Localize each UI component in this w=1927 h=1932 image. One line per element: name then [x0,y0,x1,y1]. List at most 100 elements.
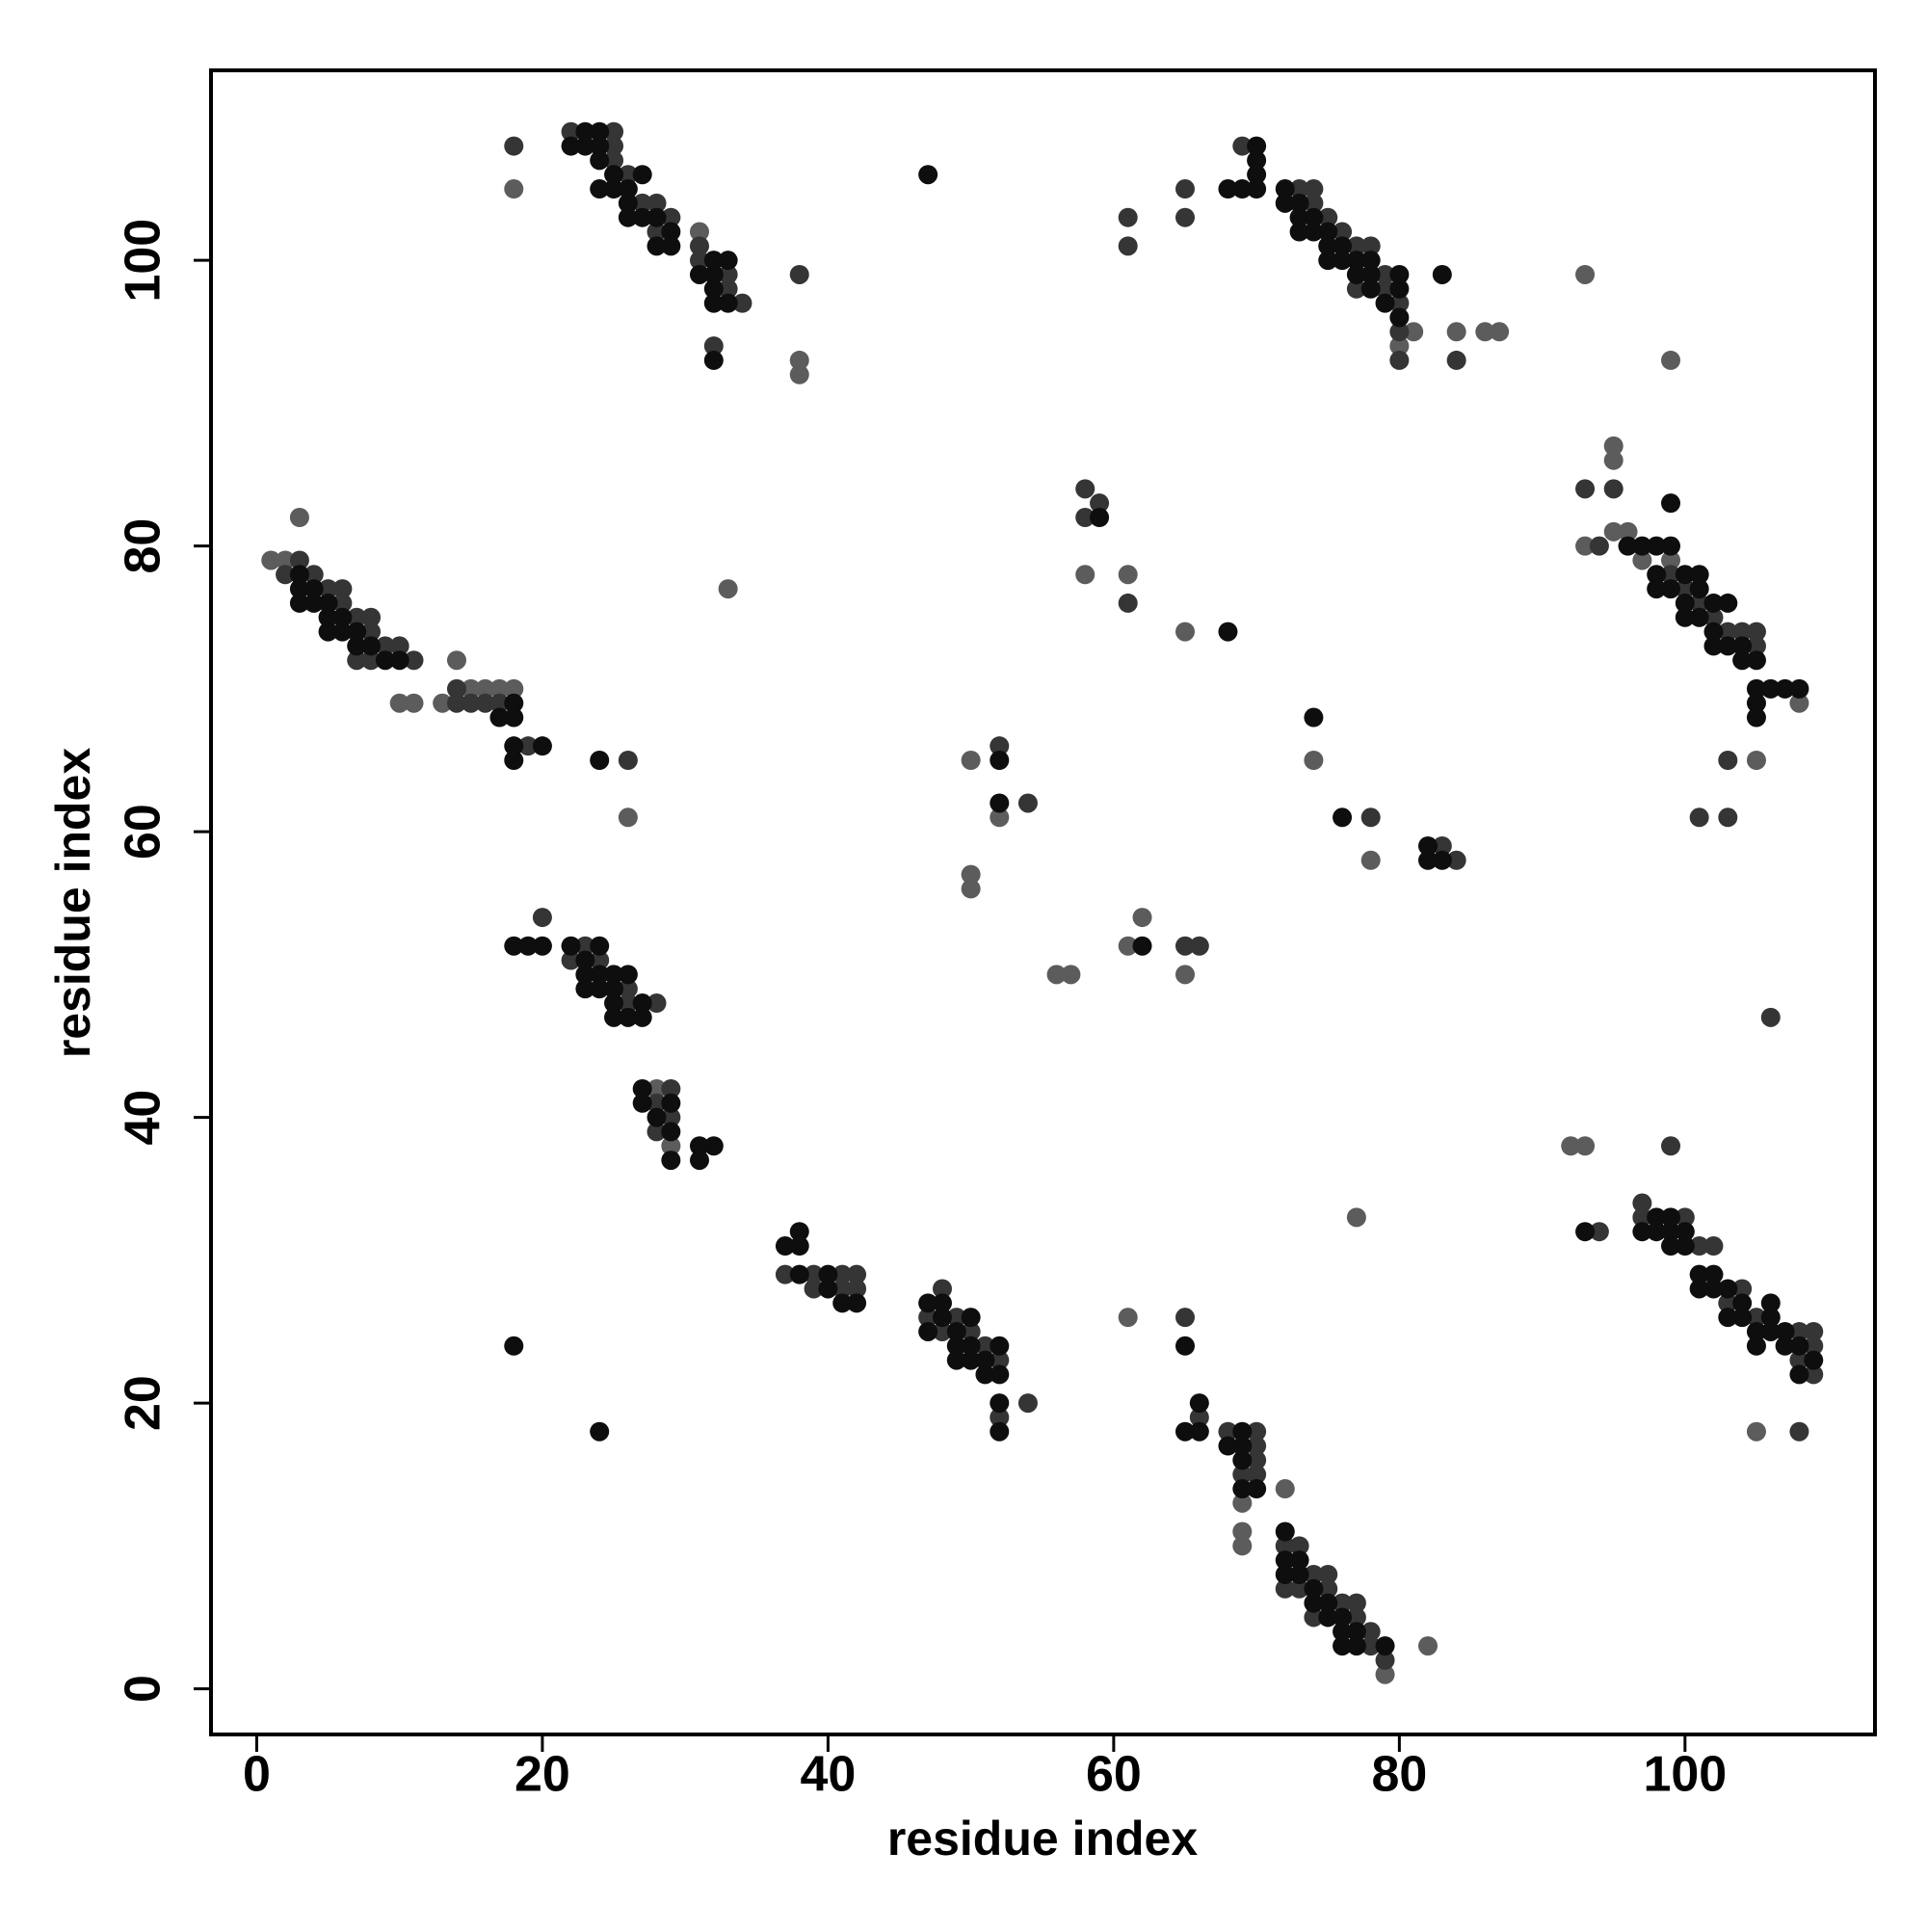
point [1718,751,1738,771]
point [1360,850,1381,870]
point [289,593,309,613]
point [1389,350,1410,370]
point [1632,1193,1652,1213]
point [1418,1636,1439,1656]
point [818,1279,838,1299]
point [1647,536,1667,556]
point [1661,579,1681,599]
point [1632,1222,1652,1242]
point [575,979,595,999]
point [1804,1364,1824,1385]
point [1175,1308,1195,1328]
point [1075,565,1095,585]
point [475,678,495,699]
point [1689,807,1709,828]
point [1175,179,1195,199]
point [1175,1336,1195,1356]
point [661,236,681,256]
point [618,807,638,828]
point [1289,1578,1309,1599]
point [1775,678,1795,699]
point [1218,1436,1238,1456]
x-tick-label: 60 [1086,1747,1142,1803]
x-tick-label: 0 [243,1747,271,1803]
point [1218,179,1238,199]
point [1718,1279,1738,1299]
point [1632,550,1652,570]
point [1232,1493,1253,1513]
point [647,993,667,1014]
point [590,179,610,199]
point [1175,622,1195,642]
point [1475,322,1495,342]
point [618,993,638,1014]
point [604,136,624,156]
point [932,1279,952,1299]
point [575,121,595,142]
point [1275,179,1295,199]
x-tick-label: 20 [515,1747,570,1803]
point [561,121,581,142]
point [1090,507,1110,527]
point [1333,236,1353,256]
point [1247,1479,1267,1499]
point [961,1350,981,1370]
point [1046,965,1067,985]
point [590,950,610,970]
point [1232,1479,1253,1499]
x-tick-label: 80 [1371,1747,1427,1803]
point [632,207,652,227]
point [789,264,809,284]
point [961,1308,981,1328]
point [1718,1308,1738,1328]
point [618,193,638,213]
point [289,550,309,570]
point [1389,264,1410,284]
point [1575,1222,1596,1242]
point [1703,593,1724,613]
point [1804,1336,1824,1356]
point [1689,565,1709,585]
point [1661,493,1681,514]
point [1589,1222,1609,1242]
point [1775,1321,1795,1341]
point [961,751,981,771]
point [1247,179,1267,199]
point [932,1293,952,1313]
point [1375,1636,1395,1656]
point [347,650,367,671]
point [1389,293,1410,313]
y-tick-label: 80 [116,518,172,574]
point [618,965,638,985]
point [661,1136,681,1156]
point [590,121,610,142]
point [932,1308,952,1328]
point [1575,536,1596,556]
point [1689,607,1709,627]
point [1275,1578,1295,1599]
point [1232,179,1253,199]
point [1732,636,1753,656]
point [1718,1293,1738,1313]
point [590,936,610,956]
point [618,979,638,999]
point [1360,251,1381,271]
point [961,864,981,885]
point [1218,622,1238,642]
point [1289,222,1309,242]
point [1304,193,1324,213]
point [590,751,610,771]
point [632,1078,652,1098]
point [1318,236,1338,256]
point [1346,236,1366,256]
point [1247,150,1267,171]
point [1289,193,1309,213]
point [1703,1264,1724,1284]
point [1418,850,1439,870]
point [561,936,581,956]
point [789,1236,809,1257]
point [1647,579,1667,599]
point [1333,807,1353,828]
point [918,1308,938,1328]
point [1318,1564,1338,1584]
